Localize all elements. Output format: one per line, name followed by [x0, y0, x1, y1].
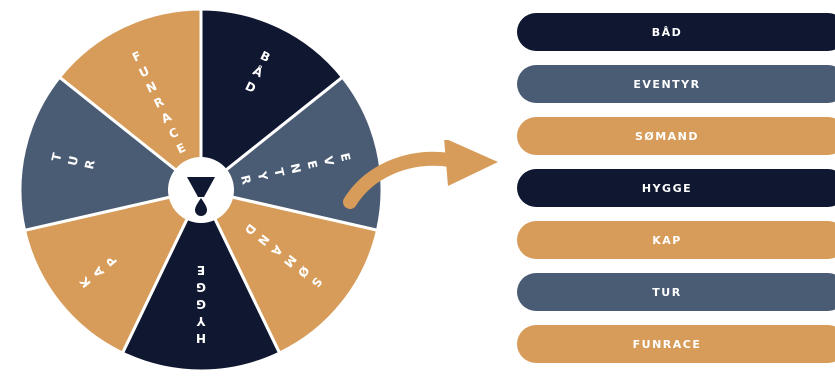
list-item-label: KAP	[652, 233, 682, 247]
wheel-segment	[199, 7, 345, 194]
label-list: BÅD EVENTYR SØMAND HYGGE KAP TUR FUNRACE	[517, 13, 835, 377]
drop-v-logo-icon	[187, 177, 215, 216]
wheel-segment-letter: V	[321, 155, 337, 168]
list-item-label: HYGGE	[641, 181, 693, 195]
wheel-segment-letter: R	[238, 174, 254, 186]
wheel-segments	[18, 7, 384, 372]
list-item-tur[interactable]: TUR	[517, 273, 835, 311]
wheel-segment-letter: E	[304, 159, 319, 170]
curved-arrow-icon	[343, 140, 498, 209]
wheel-segment-letter: E	[338, 152, 353, 163]
wheel-segment-letter: Y	[254, 169, 270, 182]
wheel-segment-letter: G	[196, 297, 206, 311]
wheel-segment	[197, 75, 384, 233]
list-item-label: TUR	[652, 285, 682, 299]
list-item-baad[interactable]: BÅD	[517, 13, 835, 51]
list-item-hygge[interactable]: HYGGE	[517, 169, 835, 207]
wheel-segment-letter: T	[49, 151, 65, 163]
list-item-eventyr[interactable]: EVENTYR	[517, 65, 835, 103]
list-item-label: EVENTYR	[633, 77, 701, 91]
list-item-kap[interactable]: KAP	[517, 221, 835, 259]
list-item-somand[interactable]: SØMAND	[517, 117, 835, 155]
wheel-segment	[120, 186, 282, 372]
wheel-segment-letter: E	[197, 263, 205, 277]
wheel-segment-letter: N	[288, 162, 304, 175]
wheel-segment	[22, 187, 204, 356]
wheel-segment	[57, 7, 203, 194]
wheel-segment	[18, 75, 205, 233]
list-item-label: FUNRACE	[632, 337, 702, 351]
wheel-segment-letter: R	[82, 159, 98, 171]
wheel-segment	[198, 187, 380, 356]
wheel-segment-letter: Y	[196, 314, 206, 328]
wheel-segment-letter: H	[196, 331, 206, 345]
list-item-label: BÅD	[651, 25, 683, 39]
wheel-segment-letter: G	[196, 280, 206, 294]
list-item-label: SØMAND	[634, 129, 700, 143]
wheel-segment-letter: U	[65, 155, 81, 168]
wheel-segment-letter: T	[271, 167, 287, 179]
list-item-funrace[interactable]: FUNRACE	[517, 325, 835, 363]
